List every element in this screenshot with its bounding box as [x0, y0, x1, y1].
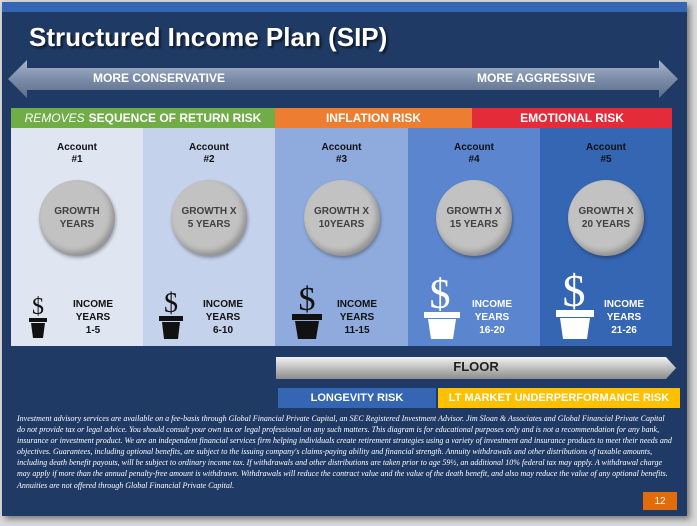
growth-circle: GROWTH X 20 YEARS: [568, 180, 644, 256]
account-column-5: Account #5 GROWTH X 20 YEARS $ INCOME YEARS…: [540, 128, 672, 346]
income-years: YEARS: [339, 312, 375, 323]
account-label: Account: [454, 142, 494, 153]
account-number: #2: [203, 154, 215, 165]
account-label: Account: [586, 142, 626, 153]
growth-circle: GROWTH X 10YEARS: [303, 180, 380, 256]
growth-circle: GROWTH X 15 YEARS: [436, 180, 512, 256]
slide-title: Structured Income Plan (SIP): [29, 22, 388, 52]
account-column-1: Account #1 GROWTH YEARS $ INCOME YEARS 1-5: [11, 128, 143, 346]
account-number: #3: [335, 154, 348, 165]
sequence-risk-prefix: REMOVES: [24, 111, 85, 125]
lt-market-risk-bar: LT MARKET UNDERPERFORMANCE RISK: [438, 388, 680, 408]
account-label: Account: [57, 142, 97, 153]
income-range: 21-26: [611, 325, 637, 336]
account-number: #5: [600, 154, 612, 165]
account-column-2: Account #2 GROWTH X 5 YEARS $ INCOME YEARS 6…: [143, 128, 275, 346]
account-label: Account: [189, 142, 229, 153]
income-label: INCOME: [73, 299, 113, 310]
income-years-label: INCOME YEARS 1-5: [63, 298, 123, 337]
dollar-sign: $: [299, 281, 316, 318]
income-years-label: INCOME YEARS 6-10: [193, 298, 253, 337]
income-range: 16-20: [479, 325, 505, 336]
growth-label: GROWTH X: [578, 206, 634, 217]
slide: Structured Income Plan (SIP) MORE CONSER…: [2, 2, 687, 516]
income-range: 11-15: [344, 325, 370, 336]
growth-years: YEARS: [59, 219, 95, 230]
sequence-risk-label: SEQUENCE OF RETURN RISK: [88, 111, 262, 125]
dollar-plant-pot-icon: $: [159, 288, 183, 339]
emotional-risk-label: EMOTIONAL RISK: [520, 111, 624, 125]
income-label: INCOME: [337, 299, 377, 310]
more-conservative-label: MORE CONSERVATIVE: [93, 71, 226, 85]
dollar-plant-pot-icon: $: [29, 294, 47, 338]
account-number: #1: [71, 154, 83, 165]
account-column-3: Account #3 GROWTH X 10YEARS $ INCOME YEARS 1…: [275, 128, 408, 346]
growth-label: GROWTH X: [446, 206, 502, 217]
top-accent-bar: [2, 2, 687, 12]
dollar-sign: $: [32, 294, 44, 320]
dollar-sign: $: [164, 288, 178, 319]
growth-circle: GROWTH X 5 YEARS: [171, 180, 247, 256]
longevity-risk-bar: LONGEVITY RISK: [278, 388, 436, 408]
longevity-risk-label: LONGEVITY RISK: [310, 392, 404, 404]
income-label: INCOME: [472, 299, 512, 310]
growth-circle: GROWTH YEARS: [39, 180, 115, 256]
growth-label: GROWTH X: [181, 206, 237, 217]
sequence-risk-bar: REMOVES SEQUENCE OF RETURN RISK: [11, 108, 275, 128]
income-years-label: INCOME YEARS 16-20: [462, 298, 522, 337]
emotional-risk-bar: EMOTIONAL RISK: [472, 108, 672, 128]
more-aggressive-label: MORE AGGRESSIVE: [477, 71, 596, 85]
income-years-label: INCOME YEARS 11-15: [327, 298, 387, 337]
floor-arrow-icon: [276, 357, 676, 379]
growth-years: 10YEARS: [318, 219, 365, 230]
floor-label: FLOOR: [453, 359, 499, 374]
growth-label: GROWTH: [54, 206, 100, 217]
income-years: YEARS: [606, 312, 642, 323]
disclaimer-text: Investment advisory services are availab…: [17, 414, 672, 490]
income-range: 1-5: [85, 325, 101, 336]
income-years: YEARS: [75, 312, 111, 323]
dollar-sign: $: [430, 272, 451, 318]
page-number: 12: [654, 495, 666, 507]
income-range: 6-10: [212, 325, 233, 336]
account-number: #4: [468, 154, 480, 165]
growth-years: 5 YEARS: [187, 219, 231, 230]
double-arrow-icon: [8, 60, 678, 98]
dollar-plant-pot-icon: $: [556, 265, 594, 339]
growth-years: 15 YEARS: [449, 219, 499, 230]
income-years-label: INCOME YEARS 21-26: [594, 298, 654, 337]
dollar-plant-pot-icon: $: [292, 281, 322, 339]
growth-label: GROWTH X: [314, 206, 369, 217]
inflation-risk-bar: INFLATION RISK: [275, 108, 472, 128]
income-label: INCOME: [604, 299, 644, 310]
lt-market-risk-label: LT MARKET UNDERPERFORMANCE RISK: [448, 392, 670, 404]
income-label: INCOME: [203, 299, 243, 310]
income-years: YEARS: [474, 312, 510, 323]
growth-years: 20 YEARS: [581, 219, 631, 230]
account-column-4: Account #4 GROWTH X 15 YEARS $ INCOME YEARS…: [408, 128, 540, 346]
inflation-risk-label: INFLATION RISK: [325, 111, 422, 125]
dollar-sign: $: [563, 265, 586, 316]
dollar-plant-pot-icon: $: [424, 272, 460, 339]
income-years: YEARS: [205, 312, 241, 323]
page-number-badge: 12: [643, 492, 677, 510]
account-label: Account: [321, 142, 362, 153]
